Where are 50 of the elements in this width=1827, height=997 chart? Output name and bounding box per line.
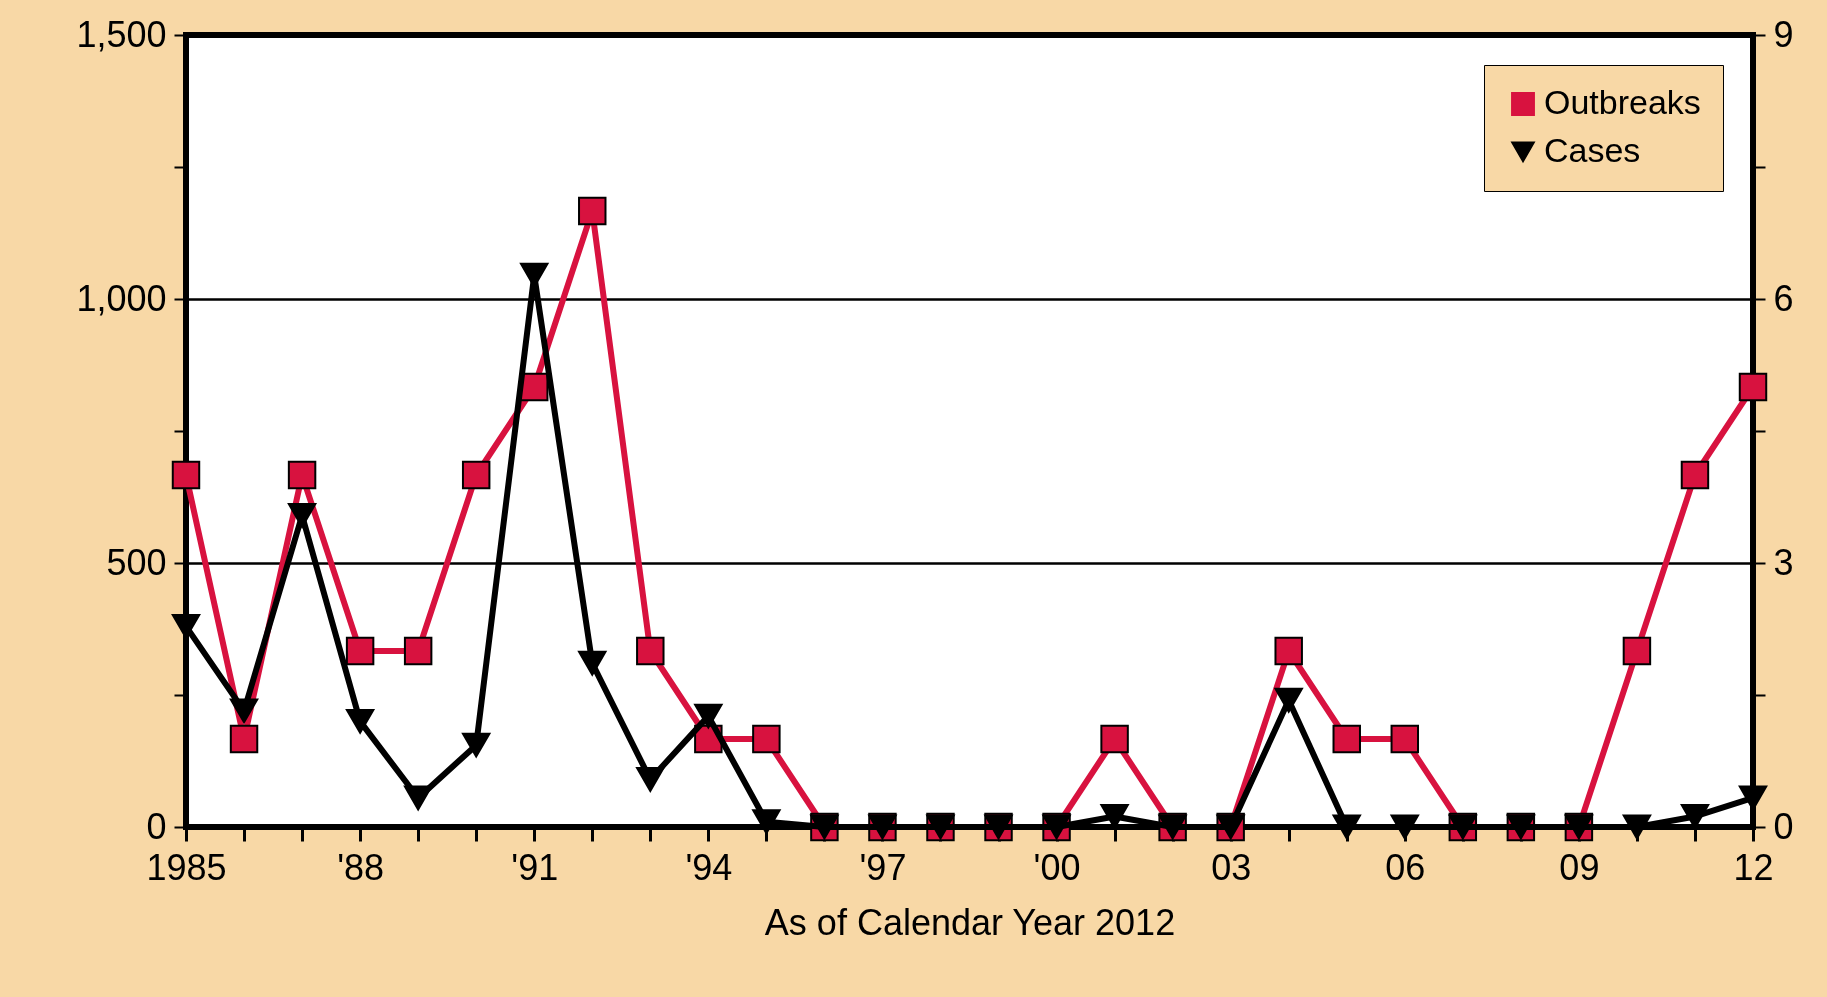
- y2-tick-label: 9: [1773, 13, 1794, 55]
- point: [461, 460, 491, 490]
- x-tick-label: '88: [337, 846, 385, 888]
- point: [1274, 636, 1303, 666]
- point: [345, 708, 375, 734]
- point: [1622, 814, 1652, 840]
- point: [403, 785, 433, 811]
- point: [636, 636, 665, 666]
- legend-label: Cases: [1544, 131, 1641, 169]
- point: [461, 732, 491, 758]
- x-tick-label: 1985: [146, 846, 227, 888]
- point: [1274, 687, 1303, 713]
- point: [694, 703, 723, 729]
- x-axis-title: As of Calendar Year 2012: [764, 901, 1176, 943]
- point: [403, 636, 433, 666]
- point: [752, 724, 781, 754]
- point: [1622, 636, 1652, 666]
- y-tick-label: 500: [106, 541, 167, 583]
- x-tick-label: 12: [1733, 846, 1774, 888]
- y-tick-label: 1,000: [76, 277, 167, 319]
- y-tick-label: 1,500: [76, 13, 167, 55]
- point: [752, 809, 781, 835]
- x-tick-label: '94: [685, 846, 733, 888]
- point: [1332, 814, 1361, 840]
- x-tick-label: '91: [511, 846, 559, 888]
- point: [287, 503, 317, 528]
- x-tick-label: '97: [859, 846, 907, 888]
- y-tick-label: 0: [146, 805, 167, 847]
- point: [345, 636, 375, 666]
- x-tick-label: 09: [1559, 846, 1600, 888]
- point: [1738, 372, 1768, 402]
- point: [229, 724, 259, 754]
- x-tick-label: 06: [1385, 846, 1426, 888]
- y2-tick-label: 6: [1773, 277, 1794, 319]
- x-tick-label: '00: [1033, 846, 1081, 888]
- point: [578, 650, 607, 676]
- point: [229, 698, 259, 724]
- point: [287, 460, 317, 490]
- point: [1390, 724, 1420, 754]
- point: [1390, 814, 1420, 840]
- point: [1100, 724, 1129, 754]
- y2-tick-label: 3: [1773, 541, 1794, 583]
- point: [578, 196, 607, 226]
- x-tick-label: 03: [1211, 846, 1252, 888]
- point: [636, 767, 665, 792]
- y2-tick-label: 0: [1773, 805, 1794, 847]
- point: [1680, 460, 1710, 490]
- legend-label: Outbreaks: [1544, 83, 1701, 121]
- point: [1332, 724, 1361, 754]
- point: [171, 460, 201, 490]
